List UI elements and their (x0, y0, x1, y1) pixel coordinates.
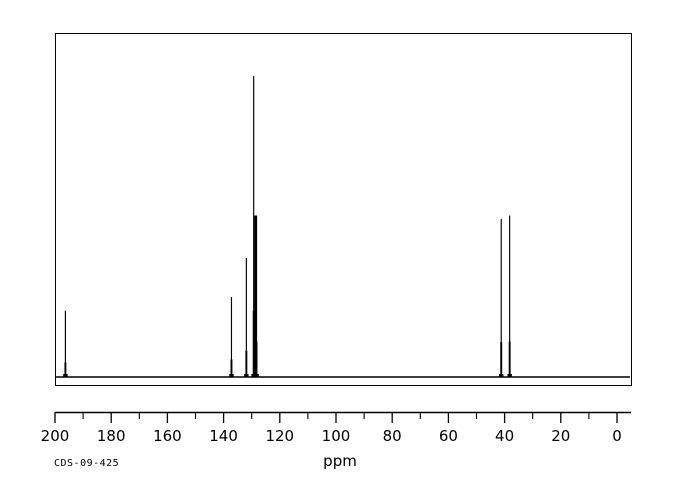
axis-tick-label: 160 (153, 427, 182, 445)
plot-frame (55, 33, 632, 386)
spectrum-peak-shoulder (244, 374, 249, 377)
axis-tick-label: 0 (612, 427, 622, 445)
spectrum-peak-foot (253, 341, 258, 377)
spectrum-peak-shoulder (499, 374, 504, 377)
spectrum-peak-foot (252, 310, 255, 377)
axis-tick-label: 180 (97, 427, 126, 445)
ppm-axis: 200 180 160 140 120 100 80 60 40 20 0 (41, 411, 631, 445)
axis-ticks (54, 412, 618, 423)
spectrum-peak-shoulder (229, 374, 234, 377)
axis-tick-label: 200 (41, 427, 70, 445)
axis-tick-label: 120 (265, 427, 294, 445)
axis-tick-label: 40 (495, 427, 514, 445)
axis-tick-label: 80 (383, 427, 402, 445)
axis-tick-labels: 200 180 160 140 120 100 80 60 40 20 0 (41, 427, 622, 445)
spectrum-peak-shoulder (252, 374, 259, 377)
spectrum-peak-foot (245, 350, 248, 377)
spectrum-peak-foot (500, 342, 503, 377)
axis-tick-label: 60 (439, 427, 458, 445)
spectrum-peak-foot (64, 362, 67, 377)
spectrum-peak-shoulder (63, 374, 68, 377)
spectrum-peak-foot (230, 359, 233, 377)
axis-tick-label: 100 (322, 427, 351, 445)
spectrum-peak-shoulder (507, 374, 512, 377)
sample-id-label: CDS-09-425 (54, 458, 119, 469)
axis-tick-label: 140 (209, 427, 238, 445)
spectrum-peak-foot (508, 341, 511, 377)
axis-tick-label: 20 (551, 427, 570, 445)
spectrum-trace (56, 76, 630, 378)
axis-title-ppm: ppm (323, 452, 357, 470)
